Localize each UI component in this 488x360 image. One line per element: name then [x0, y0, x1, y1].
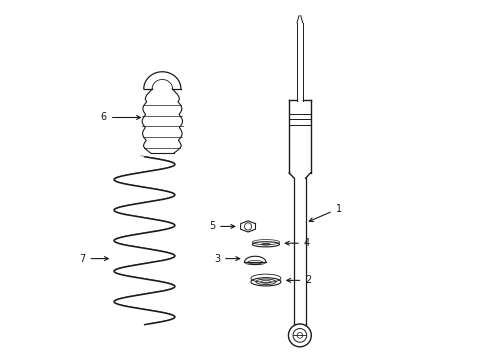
Ellipse shape	[252, 242, 279, 247]
Ellipse shape	[250, 278, 281, 286]
Text: 7: 7	[79, 253, 108, 264]
Circle shape	[288, 324, 311, 347]
Text: 6: 6	[101, 112, 140, 122]
Polygon shape	[240, 221, 255, 232]
Ellipse shape	[244, 260, 265, 265]
Text: 2: 2	[286, 275, 311, 285]
Text: 5: 5	[208, 221, 234, 231]
Text: 4: 4	[285, 238, 309, 248]
Text: 3: 3	[214, 253, 239, 264]
Text: 1: 1	[308, 203, 341, 221]
